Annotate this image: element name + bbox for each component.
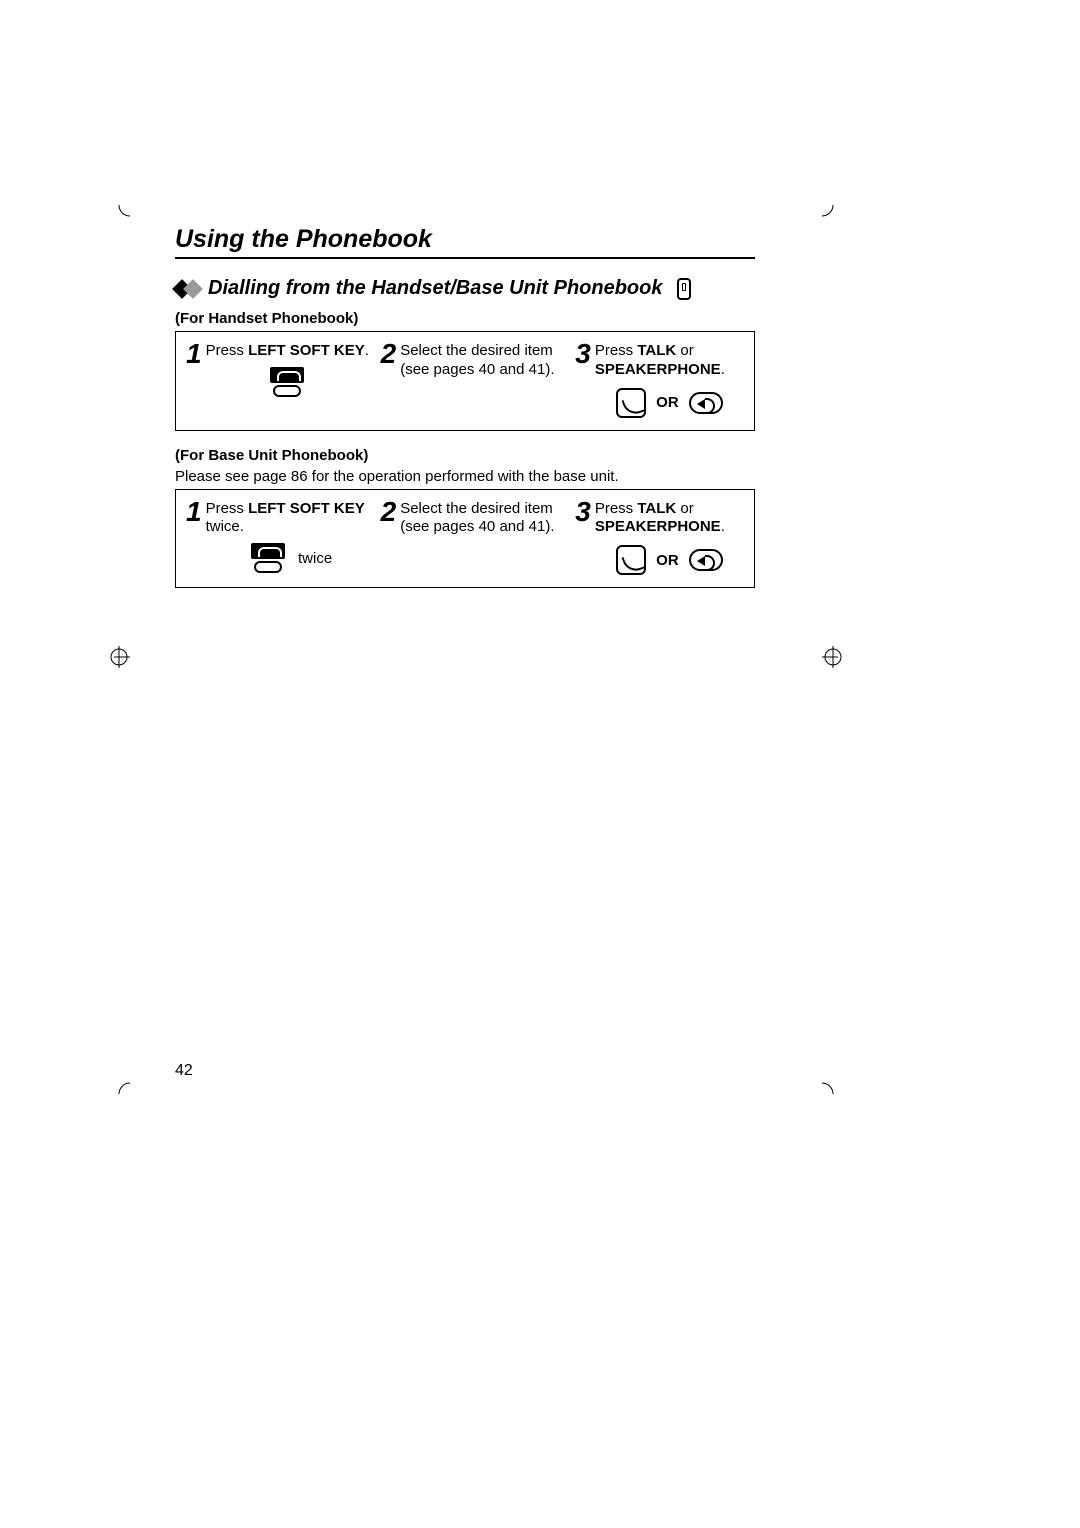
speakerphone-button-icon [689,549,723,571]
handset-phonebook-label: (For Handset Phonebook) [175,310,755,327]
step-1-text: Press LEFT SOFT KEY twice. [206,500,375,538]
crop-mark-icon [822,1072,844,1094]
step-3-text: Press TALK or SPEAKERPHONE. [595,500,744,538]
step-3-text: Press TALK or SPEAKERPHONE. [595,342,744,380]
step-number: 3 [575,340,591,368]
step-number: 2 [381,340,397,368]
step-2: 2 Select the desired item (see pages 40 … [381,342,570,380]
step-3: 3 Press TALK or SPEAKERPHONE. OR [575,500,744,576]
crop-mark-icon [822,205,844,227]
step-3: 3 Press TALK or SPEAKERPHONE. OR [575,342,744,418]
page-number: 42 [175,1062,193,1080]
left-soft-key-icon [248,543,288,573]
step-number: 3 [575,498,591,526]
step-2: 2 Select the desired item (see pages 40 … [381,500,570,538]
subsection-heading: Dialling from the Handset/Base Unit Phon… [175,277,755,300]
or-label: OR [656,552,679,569]
step-number: 1 [186,340,202,368]
crop-mark-icon [108,1072,130,1094]
manual-page: Using the Phonebook Dialling from the Ha… [0,0,1080,1528]
handset-icon [677,278,691,300]
base-phonebook-label: (For Base Unit Phonebook) [175,447,755,464]
registration-mark-icon [108,646,130,668]
step-1: 1 Press LEFT SOFT KEY twice. twice [186,500,375,574]
step-1: 1 Press LEFT SOFT KEY. [186,342,375,397]
step-2-text: Select the desired item (see pages 40 an… [400,500,569,538]
twice-label: twice [298,550,332,567]
step-2-text: Select the desired item (see pages 40 an… [400,342,569,380]
page-content: Using the Phonebook Dialling from the Ha… [175,225,755,588]
talk-button-icon [616,388,646,418]
registration-mark-icon [822,646,844,668]
step-number: 1 [186,498,202,526]
speakerphone-button-icon [689,392,723,414]
or-label: OR [656,394,679,411]
step-1-text: Press LEFT SOFT KEY. [206,342,369,361]
base-phonebook-note: Please see page 86 for the operation per… [175,468,755,485]
subsection-title: Dialling from the Handset/Base Unit Phon… [208,277,663,300]
left-soft-key-icon [267,367,307,397]
step-number: 2 [381,498,397,526]
section-title: Using the Phonebook [175,225,755,259]
handset-steps-box: 1 Press LEFT SOFT KEY. 2 Select the desi… [175,331,755,431]
talk-button-icon [616,545,646,575]
base-steps-box: 1 Press LEFT SOFT KEY twice. twice [175,489,755,589]
crop-mark-icon [108,205,130,227]
diamond-bullet-icon [175,282,200,296]
